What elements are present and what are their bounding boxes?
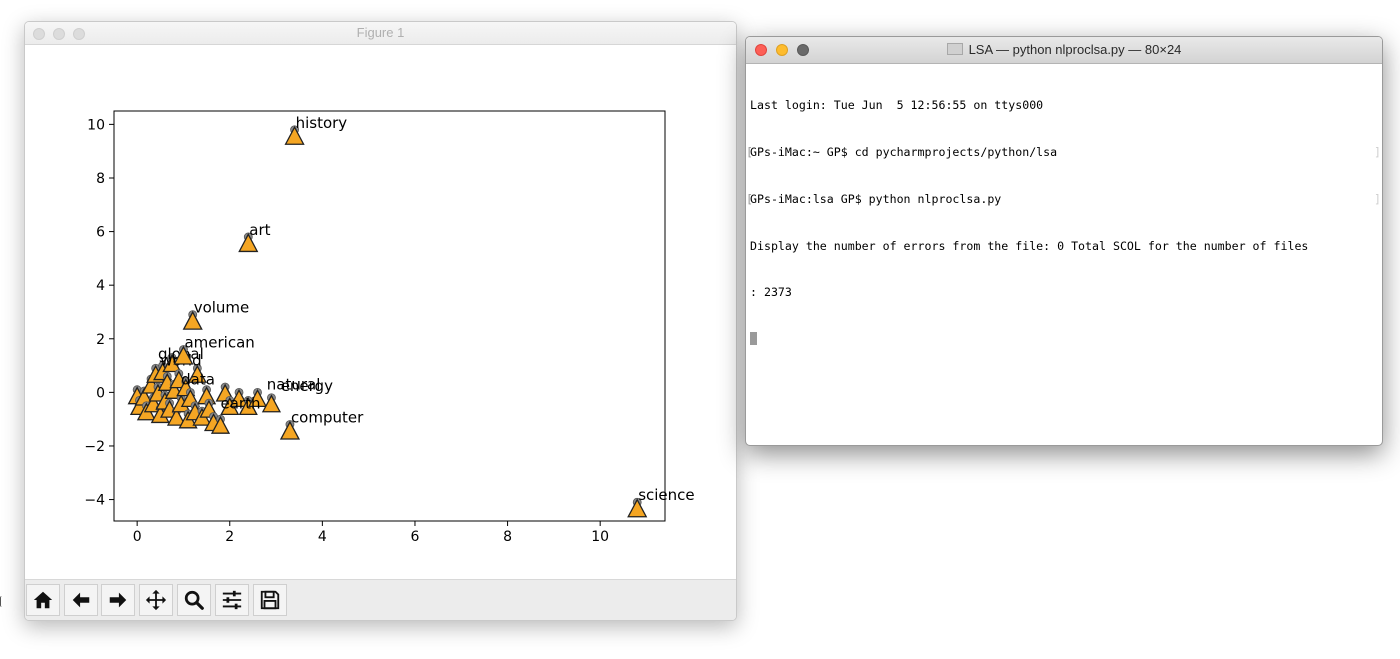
configure-subplots-button[interactable] xyxy=(215,584,249,616)
data-point-triangle xyxy=(261,394,282,413)
terminal-line: Display the number of errors from the fi… xyxy=(750,238,1309,253)
terminal-minimize-button[interactable] xyxy=(776,44,788,56)
x-tick-label: 2 xyxy=(225,529,234,545)
point-label: volume xyxy=(194,299,250,317)
cluster-word-label: earth xyxy=(220,394,260,412)
point-label: history xyxy=(296,114,348,132)
terminal-close-button[interactable] xyxy=(755,44,767,56)
scatter-plot[interactable]: 0246810−4−20246810globalworlddataearthna… xyxy=(25,45,736,580)
terminal-line: GPs-iMac:~ GP$ cd pycharmprojects/python… xyxy=(750,144,1058,159)
back-button[interactable] xyxy=(64,584,98,616)
floppy-disk-icon xyxy=(260,590,280,610)
data-point-triangle xyxy=(279,420,301,440)
x-tick-label: 8 xyxy=(503,529,512,545)
save-button[interactable] xyxy=(253,584,287,616)
point-label: computer xyxy=(291,409,364,427)
y-tick-label: −4 xyxy=(84,493,105,509)
y-tick-label: 8 xyxy=(96,171,105,187)
point-label: art xyxy=(249,221,270,239)
cluster-word-label: data xyxy=(181,370,215,388)
close-button[interactable] xyxy=(33,28,45,40)
plot-axes-frame xyxy=(113,110,666,522)
x-tick-label: 6 xyxy=(411,529,420,545)
terminal-line: GPs-iMac:lsa GP$ python nlproclsa.py xyxy=(750,191,1002,206)
y-tick-label: 6 xyxy=(96,225,105,241)
point-label: american xyxy=(184,333,254,351)
y-tick-label: −2 xyxy=(84,439,105,455)
arrow-right-icon xyxy=(109,592,127,608)
mark-bracket-left: [ xyxy=(746,144,753,159)
terminal-line: Last login: Tue Jun 5 12:56:55 on ttys00… xyxy=(750,98,1044,113)
terminal-folder-icon xyxy=(946,43,963,55)
forward-button[interactable] xyxy=(101,584,135,616)
data-point-triangle xyxy=(627,498,648,518)
x-tick-label: 4 xyxy=(318,529,327,545)
figure-titlebar[interactable]: Figure 1 xyxy=(25,22,736,45)
data-point-triangle xyxy=(229,388,249,408)
point-label: science xyxy=(638,486,694,504)
move-icon xyxy=(145,589,167,611)
figure-title: Figure 1 xyxy=(356,25,405,40)
data-point-triangle xyxy=(173,345,194,365)
data-point-triangle xyxy=(210,415,231,434)
zoom-button[interactable] xyxy=(177,584,211,616)
data-point-triangle xyxy=(166,407,187,426)
zoom-window-button[interactable] xyxy=(73,28,85,40)
mark-bracket-left: [ xyxy=(746,191,753,206)
terminal-window: LSA — python nlproclsa.py — 80×24 Last l… xyxy=(745,36,1383,446)
pan-button[interactable] xyxy=(139,584,173,616)
terminal-line: : 2373 xyxy=(750,285,792,300)
x-tick-label: 10 xyxy=(591,529,609,545)
arrow-left-icon xyxy=(72,592,90,608)
magnifier-icon xyxy=(184,590,204,610)
home-icon xyxy=(33,591,53,609)
y-tick-label: 2 xyxy=(96,332,105,348)
y-tick-label: 0 xyxy=(96,385,105,401)
mark-bracket-right: ] xyxy=(1374,191,1381,206)
y-tick-label: 4 xyxy=(96,278,105,294)
data-point-triangle xyxy=(247,388,268,408)
terminal-cursor xyxy=(750,332,757,346)
minimize-button[interactable] xyxy=(53,28,65,40)
data-point-triangle xyxy=(238,233,259,253)
sliders-icon xyxy=(222,590,242,610)
terminal-titlebar[interactable]: LSA — python nlproclsa.py — 80×24 xyxy=(746,37,1382,64)
y-tick-label: 10 xyxy=(87,117,105,133)
terminal-title: LSA — python nlproclsa.py — 80×24 xyxy=(968,42,1182,57)
figure-window: Figure 1 0246810−4−20246810globalworldda… xyxy=(24,21,737,621)
cluster-word-label: natural xyxy=(267,376,321,394)
data-point-triangle xyxy=(182,310,203,330)
offscreen-window-edge xyxy=(0,596,4,607)
home-button[interactable] xyxy=(26,584,60,616)
mark-bracket-right: ] xyxy=(1374,144,1381,159)
data-point-triangle xyxy=(284,125,305,145)
data-point-triangle xyxy=(187,364,207,383)
terminal-zoom-button[interactable] xyxy=(797,44,809,56)
cluster-word-label: energy xyxy=(281,377,333,395)
terminal-output[interactable]: Last login: Tue Jun 5 12:56:55 on ttys00… xyxy=(746,67,1381,445)
x-tick-label: 0 xyxy=(133,529,142,545)
figure-toolbar xyxy=(25,579,736,620)
